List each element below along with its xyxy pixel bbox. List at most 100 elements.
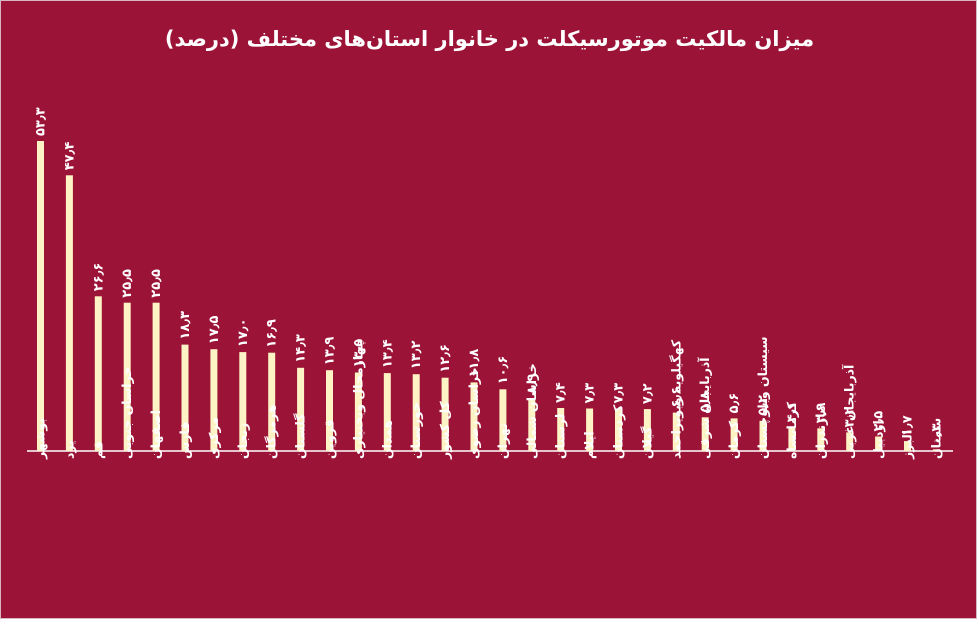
bar-10 bbox=[326, 370, 333, 451]
bar-30 bbox=[904, 441, 911, 451]
value-label-15: ۱۱٫۸ bbox=[467, 349, 482, 378]
bar-16 bbox=[499, 389, 507, 451]
category-label-14: کل کشور bbox=[437, 400, 452, 460]
bar-5 bbox=[181, 344, 189, 451]
category-label-2: قم bbox=[90, 441, 105, 459]
category-label-20: کردستان bbox=[611, 404, 626, 459]
value-label-19: ۷٫۳ bbox=[583, 383, 598, 404]
category-label-24: کرمان bbox=[726, 420, 741, 459]
value-label-30: ۱٫۷ bbox=[901, 415, 916, 436]
bar-28 bbox=[846, 432, 854, 451]
bar-21 bbox=[643, 409, 651, 451]
value-label-6: ۱۷٫۵ bbox=[207, 315, 222, 344]
category-label-29: اردبیل bbox=[871, 420, 886, 459]
bar-31 bbox=[932, 449, 940, 451]
value-label-11: ۱۳٫۵ bbox=[351, 339, 366, 368]
value-label-21: ۷٫۲ bbox=[640, 383, 655, 404]
category-label-22: کهگیلویه وبویراحمد bbox=[668, 339, 683, 459]
bar-29 bbox=[875, 436, 883, 451]
bar-9 bbox=[297, 367, 305, 451]
category-label-13: خوزستان bbox=[408, 402, 423, 459]
category-label-25: سیستان وبلوچستان bbox=[755, 336, 770, 459]
value-label-23: ۵٫۸ bbox=[698, 392, 713, 413]
category-label-17: خراسان شمالی bbox=[524, 363, 539, 459]
value-label-8: ۱۶٫۹ bbox=[265, 319, 280, 348]
value-label-26: ۴٫۱ bbox=[785, 401, 800, 422]
value-label-14: ۱۲٫۶ bbox=[438, 344, 453, 373]
bar-18 bbox=[557, 408, 565, 451]
category-label-12: همدان bbox=[379, 420, 394, 459]
category-label-27: مازندران bbox=[813, 405, 828, 459]
bar-17 bbox=[528, 399, 536, 451]
value-label-22: ۶٫۶ bbox=[669, 387, 684, 408]
category-label-1: یزد bbox=[61, 440, 76, 459]
bars-group bbox=[37, 141, 940, 452]
value-label-20: ۷٫۳ bbox=[612, 383, 627, 404]
bar-23 bbox=[701, 417, 709, 451]
bar-1 bbox=[65, 175, 73, 452]
value-label-18: ۷٫۴ bbox=[554, 382, 569, 403]
category-label-9: گلستان bbox=[293, 413, 308, 459]
value-label-2: ۲۶٫۶ bbox=[91, 263, 106, 292]
bar-12 bbox=[383, 373, 391, 451]
category-label-6: مرکزی bbox=[206, 417, 221, 459]
value-label-17: ۸٫۹ bbox=[525, 373, 540, 394]
value-label-29: ۲٫۵ bbox=[872, 411, 887, 432]
value-label-16: ۱۰٫۶ bbox=[496, 356, 511, 385]
bar-22 bbox=[672, 412, 680, 451]
bar-27 bbox=[817, 428, 825, 451]
category-label-28: آذربایجان غربی bbox=[842, 364, 857, 459]
bar-0 bbox=[37, 141, 44, 451]
value-label-25: ۵٫۲ bbox=[756, 395, 771, 416]
category-label-7: زنجان bbox=[235, 423, 250, 459]
value-label-13: ۱۳٫۲ bbox=[409, 340, 424, 369]
category-label-21: گیلان bbox=[639, 426, 654, 459]
category-label-3: خراسان جنوبی bbox=[119, 367, 134, 459]
value-labels-group: ۵۳٫۳ ۴۷٫۴ ۲۶٫۶ ۲۵٫۵ ۲۵٫۵ ۱۸٫۳ ۱۷٫۵ ۱۷٫۰ ۱۶٫۹ ۱۴٫۳… bbox=[34, 107, 945, 444]
bar-15 bbox=[470, 382, 478, 451]
bar-3 bbox=[123, 302, 131, 451]
category-label-18: لرستان bbox=[553, 414, 568, 459]
category-label-19: ایلام bbox=[582, 431, 598, 459]
value-label-24: ۵٫۶ bbox=[727, 393, 742, 414]
bar-14 bbox=[441, 377, 449, 451]
category-label-11: چهارمحال وبختیاری bbox=[350, 338, 365, 459]
bar-7 bbox=[239, 352, 247, 451]
category-label-15: خراسان رضوی bbox=[466, 367, 481, 459]
bar-6 bbox=[210, 349, 218, 451]
bar-24 bbox=[730, 418, 738, 451]
bar-26 bbox=[788, 427, 796, 451]
value-label-1: ۴۷٫۴ bbox=[62, 142, 77, 171]
category-label-10: قزوین bbox=[322, 419, 337, 459]
bar-20 bbox=[615, 408, 622, 451]
bar-11 bbox=[354, 372, 362, 451]
category-label-4: اصفهان bbox=[148, 410, 163, 459]
bar-8 bbox=[268, 352, 276, 451]
bar-19 bbox=[586, 408, 594, 451]
value-label-3: ۲۵٫۵ bbox=[120, 269, 135, 298]
value-label-28: ۳٫۲ bbox=[843, 407, 858, 428]
category-label-0: بوشهر bbox=[33, 418, 48, 460]
value-label-4: ۲۵٫۵ bbox=[149, 269, 164, 298]
value-label-5: ۱۸٫۳ bbox=[178, 311, 193, 340]
value-label-0: ۵۳٫۳ bbox=[34, 107, 49, 136]
category-label-5: فارس bbox=[177, 422, 192, 459]
value-label-7: ۱۷٫۰ bbox=[236, 318, 251, 347]
bar-2 bbox=[94, 296, 102, 451]
bar-25 bbox=[759, 420, 767, 451]
chart-title: میزان مالکیت موتورسیکلت در خانوار استان‌… bbox=[164, 27, 815, 51]
category-label-31: سمنان bbox=[928, 418, 943, 459]
category-labels-group: بوشهر یزد قم خراسان جنوبی اصفهان فارس مرکزی زنج… bbox=[33, 336, 944, 460]
category-label-26: کرمانشاه bbox=[784, 401, 799, 459]
value-label-10: ۱۳٫۹ bbox=[323, 336, 338, 365]
category-label-16: تهران bbox=[495, 423, 510, 459]
bar-4 bbox=[152, 302, 160, 451]
value-label-9: ۱۴٫۳ bbox=[294, 334, 309, 363]
category-label-23: آذربایجان شرقی bbox=[697, 357, 712, 459]
bar-13 bbox=[412, 374, 420, 451]
value-label-27: ۳٫۹ bbox=[814, 403, 829, 424]
category-label-30: البرز bbox=[900, 430, 915, 460]
value-label-31: ۰٫۳ bbox=[929, 424, 944, 445]
